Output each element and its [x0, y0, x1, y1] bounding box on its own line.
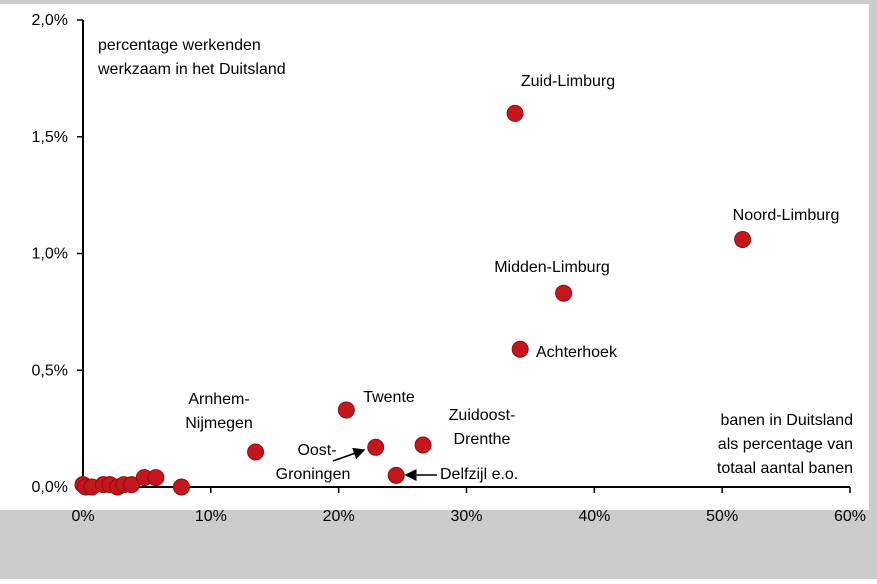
y-tick-label: 1,0%: [32, 246, 68, 263]
plot-background: [0, 4, 869, 510]
x-axis-label: banen in Duitsland: [720, 412, 853, 429]
point: [337, 401, 355, 419]
y-tick-label: 2,0%: [32, 12, 68, 29]
point: [247, 443, 265, 461]
x-tick-label: 60%: [834, 508, 866, 525]
point-label: Zuidoost-: [449, 407, 516, 424]
point-label: Oost-: [297, 442, 336, 459]
x-axis-label: totaal aantal banen: [717, 460, 853, 477]
point: [734, 230, 752, 248]
point-label: Zuid-Limburg: [521, 73, 615, 90]
point: [172, 478, 190, 496]
x-tick-label: 40%: [578, 508, 610, 525]
point: [511, 340, 529, 358]
point: [387, 466, 405, 484]
point-label: Noord-Limburg: [733, 207, 840, 224]
y-tick-label: 1,5%: [32, 129, 68, 146]
x-tick-label: 0%: [71, 508, 94, 525]
x-tick-label: 30%: [450, 508, 482, 525]
point-label: Delfzijl e.o.: [440, 466, 518, 483]
point: [147, 469, 165, 487]
y-tick-label: 0,0%: [32, 479, 68, 496]
point-label: Nijmegen: [185, 415, 253, 432]
point: [506, 104, 524, 122]
x-tick-label: 20%: [323, 508, 355, 525]
point: [367, 438, 385, 456]
point-label: Groningen: [276, 466, 351, 483]
x-tick-label: 10%: [195, 508, 227, 525]
point-label: Achterhoek: [536, 344, 618, 361]
point-label: Arnhem-: [188, 391, 249, 408]
y-axis-label: percentage werkenden: [98, 37, 261, 54]
point-label: Twente: [363, 389, 415, 406]
y-axis-label: werkzaam in het Duitsland: [97, 61, 286, 78]
annotation-arrow: [332, 447, 366, 462]
point-label: Midden-Limburg: [494, 259, 610, 276]
point-label: Drenthe: [454, 431, 511, 448]
x-axis-label: als percentage van: [718, 436, 853, 453]
y-tick-label: 0,5%: [32, 362, 68, 379]
point: [414, 436, 432, 454]
x-tick-label: 50%: [706, 508, 738, 525]
point: [555, 284, 573, 302]
